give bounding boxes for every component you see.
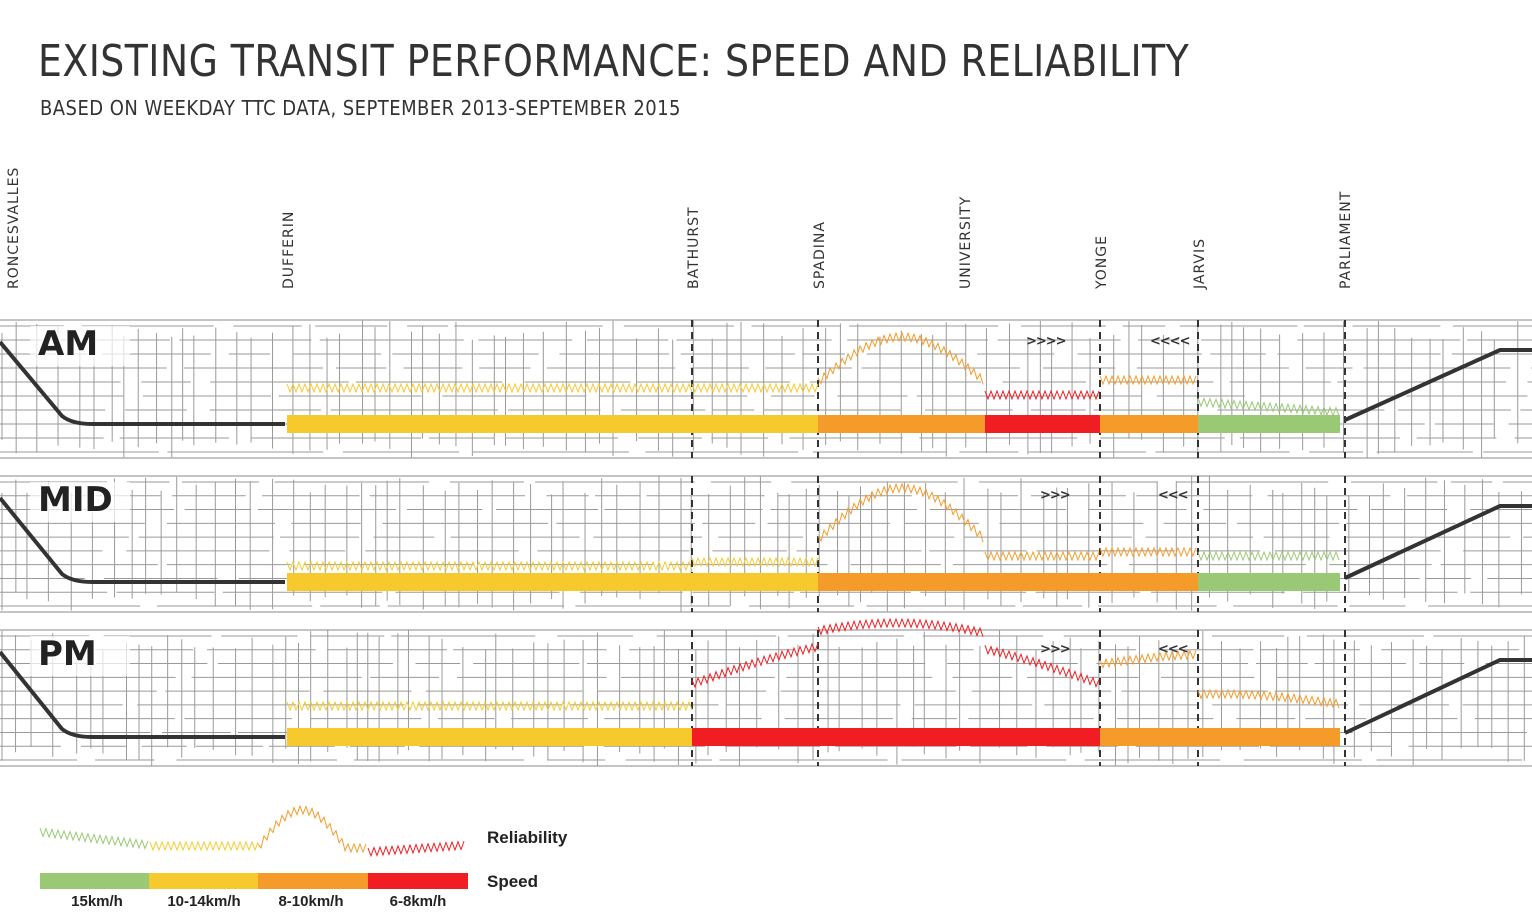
route-line-west	[0, 496, 285, 584]
label-halo	[30, 636, 130, 676]
reliability-line-segment	[1197, 550, 1340, 562]
legend-reliability-line	[149, 840, 259, 852]
legend-reliability-line	[367, 840, 465, 858]
eastbound-arrows-pm: >>>	[1040, 642, 1071, 657]
reliability-line-segment	[691, 642, 819, 689]
speed-bar-segment	[1198, 728, 1340, 746]
reliability-line-segment	[817, 331, 984, 385]
reliability-line-segment	[817, 482, 984, 543]
reliability-line-segment	[1197, 396, 1340, 417]
route-line-east	[1344, 658, 1532, 735]
speed-bar-segment	[692, 573, 818, 591]
reliability-line-segment	[984, 645, 1100, 688]
speed-bar-segment	[818, 573, 985, 591]
legend-class-label: 15km/h	[71, 893, 123, 910]
reliability-line-segment	[984, 550, 1100, 562]
speed-bar-segment	[985, 728, 1100, 746]
legend-class-label: 6-8km/h	[389, 893, 447, 910]
map-band-am	[0, 319, 1532, 459]
legend-speed-swatch	[149, 873, 258, 889]
legend-class-label: 8-10km/h	[278, 893, 344, 910]
speed-bar-segment	[692, 415, 818, 433]
legend-speed-label: Speed	[487, 872, 539, 891]
legend-speed-swatch	[40, 873, 149, 889]
speed-bar-segment	[287, 415, 692, 433]
speed-bar-segment	[818, 415, 985, 433]
legend-speed-swatch	[368, 873, 468, 889]
speed-bar-segment	[1198, 415, 1340, 433]
reliability-line-segment	[817, 617, 984, 637]
route-line-west	[0, 340, 285, 426]
reliability-line-segment	[1197, 688, 1340, 709]
legend-reliability-line	[39, 827, 149, 851]
page-title: EXISTING TRANSIT PERFORMANCE: SPEED AND …	[38, 36, 1190, 87]
eastbound-arrows-mid: >>>	[1040, 488, 1071, 503]
period-label-mid: MID	[38, 480, 113, 520]
street-grid	[0, 630, 1532, 766]
speed-bar-segment	[692, 728, 818, 746]
period-label-pm: PM	[38, 634, 97, 674]
reliability-line-segment	[1099, 374, 1197, 386]
reliability-line-segment	[1099, 649, 1197, 670]
legend	[39, 804, 468, 889]
speed-bar-segment	[1100, 728, 1198, 746]
reliability-line-segment	[691, 556, 819, 568]
reliability-line-segment	[286, 382, 693, 394]
speed-bar-segment	[985, 415, 1100, 433]
map-band-pm	[0, 617, 1532, 767]
westbound-arrows-pm: <<<	[1158, 642, 1189, 657]
speed-bar-segment	[985, 573, 1100, 591]
speed-bar-segment	[287, 573, 692, 591]
legend-class-label: 10-14km/h	[167, 893, 241, 910]
westbound-arrows-mid: <<<	[1158, 488, 1189, 503]
westbound-arrows-am: <<<<	[1150, 334, 1191, 349]
route-line-east	[1344, 504, 1532, 580]
reliability-line-segment	[286, 700, 693, 712]
eastbound-arrows-am: >>>>	[1026, 334, 1067, 349]
reliability-line-segment	[286, 560, 693, 572]
label-halo	[30, 326, 130, 366]
speed-bar-segment	[818, 728, 985, 746]
legend-reliability-label: Reliability	[487, 828, 568, 847]
route-line-east	[1344, 348, 1532, 422]
reliability-line-segment	[691, 382, 819, 394]
street-grid	[0, 476, 1532, 612]
legend-speed-swatch	[258, 873, 368, 889]
speed-bar-segment	[1100, 415, 1198, 433]
speed-bar-segment	[1198, 573, 1340, 591]
speed-bar-segment	[1100, 573, 1198, 591]
reliability-line-segment	[1099, 546, 1197, 558]
label-halo	[30, 482, 130, 522]
page-subtitle: BASED ON WEEKDAY TTC DATA, SEPTEMBER 201…	[40, 96, 681, 120]
reliability-line-segment	[984, 389, 1100, 401]
legend-reliability-line	[257, 804, 367, 854]
period-label-am: AM	[38, 324, 99, 364]
route-line-west	[0, 650, 285, 739]
speed-bar-segment	[287, 728, 692, 746]
map-band-mid	[0, 475, 1532, 613]
